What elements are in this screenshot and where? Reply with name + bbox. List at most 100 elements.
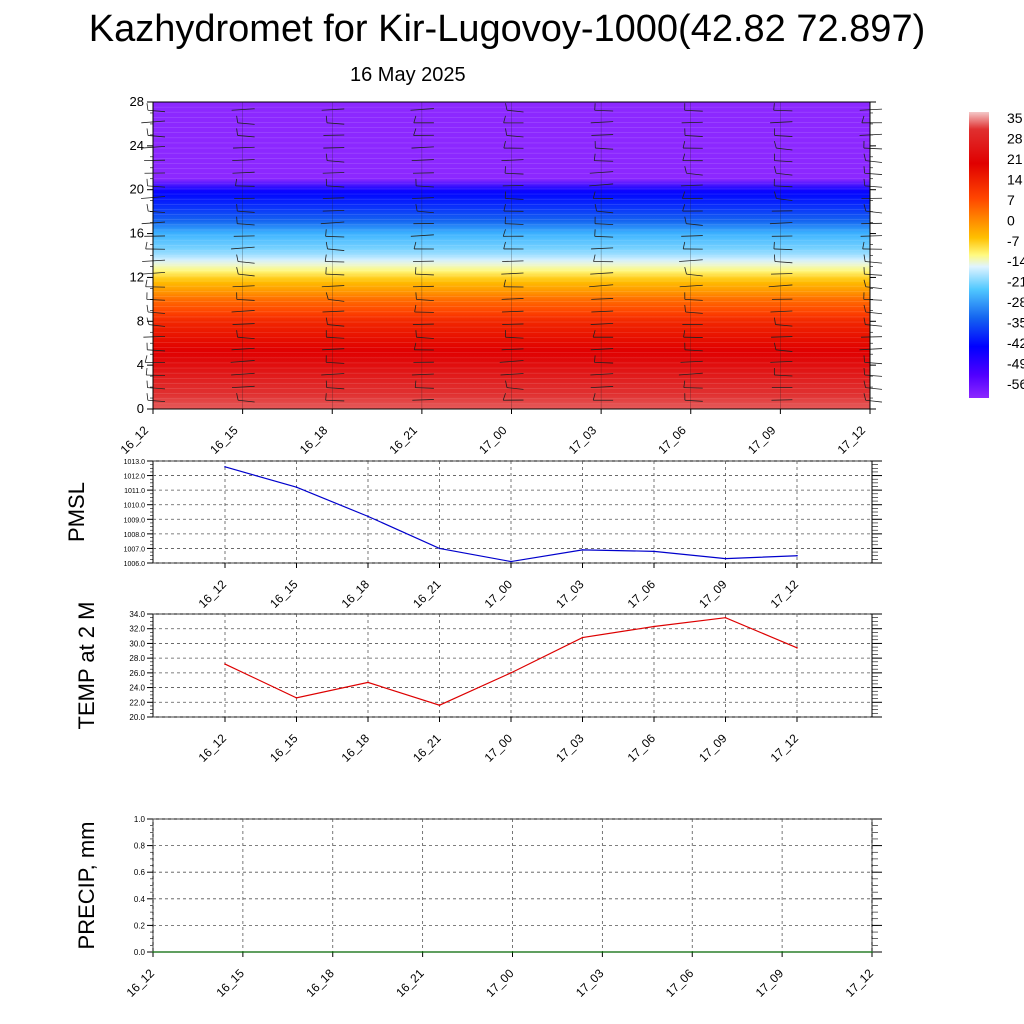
y-tick-label: 1013.0 [124, 459, 146, 466]
wind-barb [591, 310, 614, 313]
wind-barb [324, 254, 327, 262]
y-tick-label: 1007.0 [124, 546, 146, 553]
x-tick-label: 16_18 [297, 423, 331, 457]
wind-barb [144, 355, 148, 363]
wind-barb [865, 160, 883, 163]
wind-barb [680, 360, 703, 363]
wind-barb [770, 121, 793, 124]
wind-barb [322, 348, 345, 351]
wind-barb [862, 241, 865, 249]
wind-barb [506, 387, 524, 390]
wind-barb [590, 348, 614, 351]
wind-barb [238, 273, 255, 277]
wind-barb [863, 166, 866, 174]
wind-barb [505, 380, 508, 388]
wind-barb [865, 311, 883, 315]
wind-barb [683, 387, 703, 389]
x-tick-label: 17_12 [835, 423, 869, 457]
wind-barb [321, 108, 345, 111]
wind-barb [237, 135, 255, 138]
wind-barb [414, 304, 417, 313]
wind-barb [775, 324, 793, 327]
wind-barb [413, 128, 417, 136]
x-tick-label: 16_12 [196, 731, 230, 765]
data-point [796, 554, 798, 557]
wind-barb [506, 109, 524, 113]
wind-barb [237, 122, 255, 125]
wind-barb [505, 128, 508, 136]
wind-barb [591, 134, 614, 136]
colorbar-label: -14 [1007, 253, 1024, 269]
wind-barb [505, 103, 508, 111]
wind-barb [685, 311, 703, 314]
wind-barb [859, 108, 883, 111]
wind-barb [147, 349, 166, 352]
y-tick-label: 1009.0 [124, 517, 146, 524]
wind-barb [773, 317, 776, 325]
wind-barb [236, 267, 239, 275]
panel-frame [152, 460, 873, 564]
wind-barb [590, 121, 614, 124]
colorbar-label: -49 [1007, 356, 1024, 372]
wind-barb [589, 171, 614, 174]
y-tick-label: 1.0 [134, 815, 146, 824]
wind-barb [147, 135, 166, 138]
wind-barb [322, 310, 345, 313]
wind-barb [236, 216, 238, 224]
data-point [421, 951, 424, 953]
wind-barb [684, 399, 703, 402]
x-tick-label: 16_15 [213, 966, 247, 1000]
x-tick-label: 16_12 [196, 577, 230, 611]
y-tick-label: 34.0 [129, 610, 145, 619]
wind-barb [325, 393, 327, 401]
wind-barb [686, 172, 703, 176]
wind-barb [413, 115, 417, 123]
wind-barb [501, 272, 524, 275]
wind-barb [501, 298, 524, 300]
wind-barb [684, 304, 686, 313]
x-tick-label: 16_18 [303, 966, 337, 1000]
wind-barb [237, 223, 255, 226]
wind-barb [232, 285, 255, 288]
wind-barb [680, 184, 703, 187]
wind-barb [773, 342, 777, 350]
data-point [295, 486, 298, 489]
wind-barb [865, 387, 883, 390]
data-point [796, 647, 798, 649]
wind-barb [326, 387, 345, 390]
wind-barb [502, 260, 524, 262]
wind-barb [863, 304, 867, 313]
y-axis-label: TEMP at 2 M [74, 602, 99, 730]
wind-barb [774, 185, 793, 188]
colorbar-fill [969, 112, 989, 398]
x-tick-label: 16_15 [207, 423, 241, 457]
wind-barb [326, 362, 345, 364]
wind-barb [864, 185, 883, 188]
x-tick-label: 16_15 [267, 731, 301, 765]
wind-barb [684, 267, 687, 275]
x-tick-label: 17_09 [696, 731, 730, 765]
wind-barb [147, 311, 166, 314]
wind-barb [237, 261, 255, 264]
wind-barb [146, 204, 149, 212]
wind-barb [679, 284, 703, 288]
colorbar-label: -56 [1007, 376, 1024, 392]
y-tick-label: 12 [130, 269, 144, 284]
wind-barb [684, 135, 703, 137]
wind-barb [773, 109, 793, 112]
wind-barb [863, 380, 866, 388]
data-point [653, 625, 655, 628]
wind-barb [594, 235, 614, 238]
wind-barb [233, 146, 255, 149]
data-point [781, 951, 783, 953]
chart-date: 16 May 2025 [350, 64, 466, 86]
x-tick-label: 17_12 [768, 731, 802, 765]
y-tick-label: 1010.0 [124, 503, 146, 510]
data-point [601, 951, 604, 953]
wind-barb [412, 399, 434, 401]
wind-barb [770, 360, 793, 363]
page-title: Kazhydromet for Kir-Lugovoy-1000(42.82 7… [88, 8, 926, 50]
wind-barb [769, 222, 793, 225]
wind-barb [325, 241, 328, 249]
wind-barb [231, 372, 255, 376]
